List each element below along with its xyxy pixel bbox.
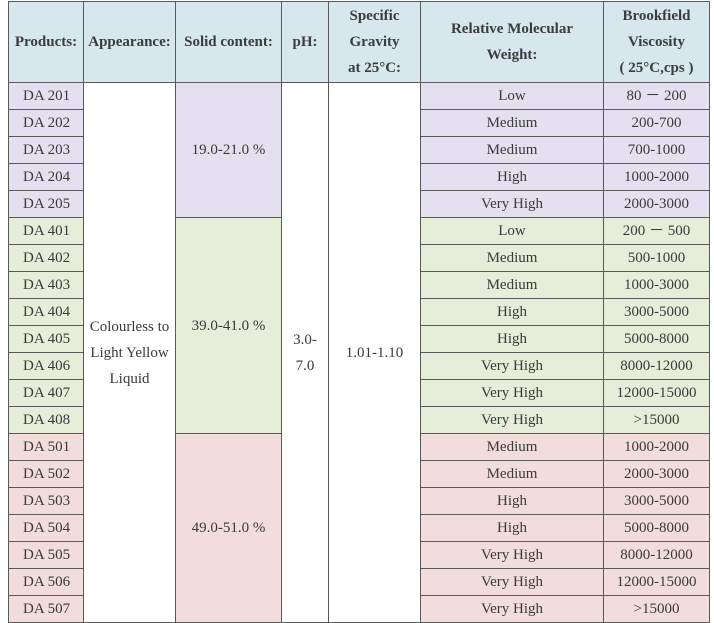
viscosity-cell: 80 － 200: [603, 82, 710, 110]
header-row: Products: Appearance: Solid content: pH:…: [8, 1, 710, 83]
ph-line1: 3.0-: [293, 331, 317, 348]
header-visc-line2: Viscosity: [628, 34, 685, 50]
solid-content-cell: 39.0-41.0 %: [175, 217, 282, 434]
header-ph: pH:: [281, 1, 329, 83]
weight-cell: Very High: [420, 541, 604, 569]
product-cell: DA 505: [8, 541, 84, 569]
viscosity-cell: 8000-12000: [603, 541, 710, 569]
product-cell: DA 201: [8, 82, 84, 110]
product-cell: DA 407: [8, 379, 84, 407]
ph-line2: 7.0: [295, 357, 315, 374]
product-cell: DA 405: [8, 325, 84, 353]
weight-cell: Medium: [420, 433, 604, 461]
header-viscosity: Brookfield Viscosity ( 25°C,cps ): [603, 1, 710, 83]
product-cell: DA 401: [8, 217, 84, 245]
viscosity-cell: 1000-2000: [603, 163, 710, 191]
viscosity-cell: 12000-15000: [603, 379, 710, 407]
product-cell: DA 203: [8, 136, 84, 164]
viscosity-cell: 200-700: [603, 109, 710, 137]
viscosity-cell: 2000-3000: [603, 460, 710, 488]
header-molecular-weight: Relative Molecular Weight:: [420, 1, 604, 83]
weight-cell: Low: [420, 82, 604, 110]
header-gravity-line1: Specific: [349, 8, 400, 24]
header-weight-line2: Weight:: [486, 47, 538, 63]
solid-content-cell: 19.0-21.0 %: [175, 82, 282, 218]
table-row: DA 403 Medium 1000-3000: [8, 271, 710, 299]
viscosity-cell: 3000-5000: [603, 487, 710, 515]
specific-gravity-cell: 1.01-1.10: [328, 82, 421, 623]
product-cell: DA 408: [8, 406, 84, 434]
header-solid-content: Solid content:: [175, 1, 282, 83]
appearance-line3: Liquid: [109, 370, 150, 387]
weight-cell: Very High: [420, 379, 604, 407]
product-cell: DA 507: [8, 595, 84, 623]
header-visc-line3: ( 25°C,cps ): [619, 60, 694, 76]
product-cell: DA 205: [8, 190, 84, 218]
weight-cell: Medium: [420, 109, 604, 137]
weight-cell: Very High: [420, 568, 604, 596]
ph-cell: 3.0- 7.0: [281, 82, 329, 623]
product-spec-table: Products: Appearance: Solid content: pH:…: [8, 1, 710, 623]
weight-cell: Very High: [420, 190, 604, 218]
weight-cell: Medium: [420, 136, 604, 164]
viscosity-cell: 3000-5000: [603, 298, 710, 326]
viscosity-cell: 5000-8000: [603, 325, 710, 353]
product-cell: DA 404: [8, 298, 84, 326]
appearance-line1: Colourless to: [89, 318, 170, 335]
header-weight-line1: Relative Molecular: [450, 21, 574, 37]
header-visc-line1: Brookfield: [622, 8, 691, 24]
weight-cell: Medium: [420, 460, 604, 488]
product-cell: DA 202: [8, 109, 84, 137]
weight-cell: High: [420, 487, 604, 515]
product-cell: DA 403: [8, 271, 84, 299]
viscosity-cell: >15000: [603, 406, 710, 434]
weight-cell: High: [420, 325, 604, 353]
viscosity-cell: 2000-3000: [603, 190, 710, 218]
weight-cell: Very High: [420, 406, 604, 434]
viscosity-cell: 12000-15000: [603, 568, 710, 596]
product-cell: DA 402: [8, 244, 84, 272]
weight-cell: Medium: [420, 244, 604, 272]
table-row: DA 201 Colourless to Light Yellow Liquid…: [8, 82, 710, 623]
header-gravity-line2: Gravity: [349, 34, 400, 50]
weight-cell: Medium: [420, 271, 604, 299]
weight-cell: High: [420, 298, 604, 326]
weight-cell: Low: [420, 217, 604, 245]
viscosity-cell: 700-1000: [603, 136, 710, 164]
product-cell: DA 502: [8, 460, 84, 488]
header-appearance: Appearance:: [83, 1, 176, 83]
viscosity-cell: 1000-2000: [603, 433, 710, 461]
weight-cell: Very High: [420, 352, 604, 380]
weight-cell: High: [420, 163, 604, 191]
product-cell: DA 504: [8, 514, 84, 542]
product-cell: DA 506: [8, 568, 84, 596]
viscosity-cell: 200 － 500: [603, 217, 710, 245]
viscosity-cell: 1000-3000: [603, 271, 710, 299]
product-cell: DA 406: [8, 352, 84, 380]
header-specific-gravity: Specific Gravity at 25°C:: [328, 1, 421, 83]
viscosity-cell: >15000: [603, 595, 710, 623]
header-gravity-line3: at 25°C:: [347, 60, 402, 76]
weight-cell: High: [420, 514, 604, 542]
product-cell: DA 501: [8, 433, 84, 461]
appearance-cell: Colourless to Light Yellow Liquid: [83, 82, 176, 623]
viscosity-cell: 8000-12000: [603, 352, 710, 380]
header-products: Products:: [8, 1, 84, 83]
product-cell: DA 204: [8, 163, 84, 191]
viscosity-cell: 500-1000: [603, 244, 710, 272]
product-cell: DA 503: [8, 487, 84, 515]
weight-cell: Very High: [420, 595, 604, 623]
viscosity-cell: 5000-8000: [603, 514, 710, 542]
solid-content-cell: 49.0-51.0 %: [175, 433, 282, 623]
appearance-line2: Light Yellow: [90, 344, 169, 361]
